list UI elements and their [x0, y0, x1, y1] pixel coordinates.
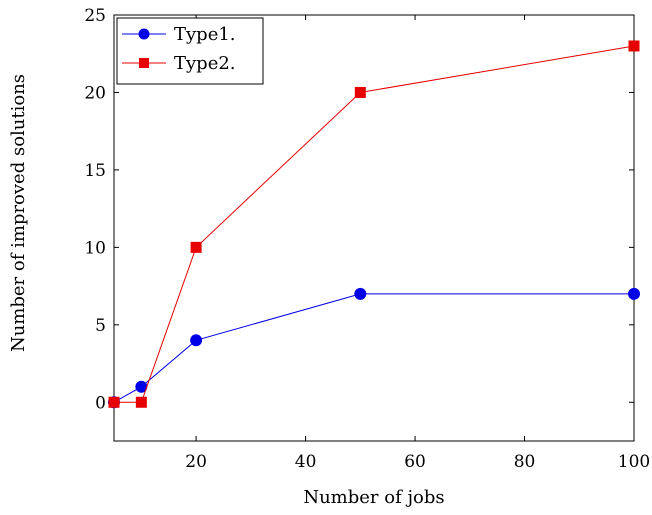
x-axis-label: Number of jobs [303, 487, 444, 508]
series-2 [108, 40, 640, 408]
legend-item: Type2. [122, 53, 236, 74]
series-layer [108, 40, 640, 409]
legend: Type1. Type2. [116, 17, 264, 85]
plot-frame [113, 14, 635, 442]
x-tick-label: 40 [295, 452, 317, 472]
y-tick-label: 5 [95, 316, 106, 336]
x-tick-label: 60 [404, 452, 426, 472]
data-point [190, 334, 203, 347]
x-tick-label: 20 [185, 452, 207, 472]
y-tick-label: 0 [95, 393, 106, 413]
x-axis: 20 40 60 80 100 [185, 15, 650, 472]
plot-area [113, 14, 635, 442]
legend-label: Type2. [174, 53, 236, 74]
data-point [628, 287, 640, 300]
y-axis: 0 5 10 15 20 25 [84, 6, 634, 413]
data-point [354, 287, 367, 300]
legend-item: Type1. [122, 24, 236, 45]
series-line [113, 293, 634, 403]
y-tick-label: 10 [84, 238, 106, 258]
y-tick-label: 25 [84, 6, 106, 26]
series-1 [108, 287, 640, 409]
data-point [628, 40, 640, 52]
series-line [114, 45, 635, 403]
x-tick-label: 80 [514, 452, 536, 472]
y-tick-label: 20 [84, 83, 106, 103]
legend-box [116, 17, 264, 85]
data-point [190, 241, 202, 253]
legend-marker [138, 28, 150, 40]
y-axis-label: Number of improved solutions [8, 74, 29, 352]
legend-label: Type1. [174, 24, 236, 45]
data-point [354, 86, 366, 98]
data-point [135, 396, 147, 408]
y-tick-label: 15 [84, 161, 106, 181]
legend-marker [139, 58, 149, 68]
x-tick-label: 100 [618, 452, 650, 472]
data-point [108, 396, 120, 408]
